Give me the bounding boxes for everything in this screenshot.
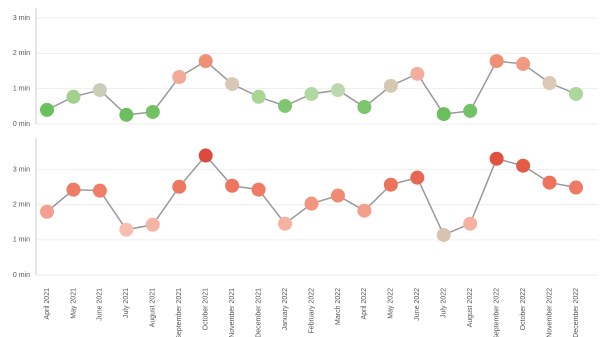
x-tick-label: September 2022 <box>493 288 500 337</box>
x-tick-label: May 2021 <box>70 288 77 319</box>
data-point <box>410 66 425 81</box>
data-point <box>198 54 213 69</box>
data-point <box>516 56 531 71</box>
x-tick-label: October 2021 <box>203 288 210 331</box>
data-point <box>489 54 504 69</box>
x-tick-label: August 2021 <box>150 288 157 327</box>
data-point <box>172 70 187 85</box>
data-point <box>569 86 583 101</box>
data-point <box>278 98 293 113</box>
data-point <box>463 216 478 231</box>
data-point <box>463 103 478 118</box>
data-point <box>145 217 160 232</box>
data-point <box>119 107 134 122</box>
data-point <box>66 182 81 197</box>
x-tick-label: April 2021 <box>44 288 51 320</box>
data-point <box>330 83 345 98</box>
x-tick-label: April 2022 <box>361 288 368 320</box>
data-point <box>251 182 266 197</box>
x-tick-label: December 2022 <box>573 288 580 337</box>
data-point <box>383 78 398 93</box>
y-tick-label: 1 min <box>13 86 30 93</box>
data-point <box>198 148 213 163</box>
data-point <box>40 102 54 117</box>
data-point <box>92 183 107 198</box>
data-point <box>436 107 451 122</box>
data-point <box>516 158 531 173</box>
y-tick-label: 0 min <box>13 121 30 128</box>
x-tick-label: September 2021 <box>176 288 183 337</box>
data-point <box>304 196 319 211</box>
data-point <box>40 204 54 219</box>
x-tick-label: July 2021 <box>123 288 130 318</box>
x-tick-label: February 2022 <box>308 288 315 334</box>
x-tick-label: November 2022 <box>546 288 553 337</box>
y-tick-label: 1 min <box>13 237 30 244</box>
x-tick-label: December 2021 <box>255 288 262 337</box>
x-tick-label: January 2022 <box>282 288 289 331</box>
x-tick-label: June 2022 <box>414 288 421 321</box>
data-point <box>410 170 425 185</box>
y-tick-label: 2 min <box>13 50 30 57</box>
x-tick-label: August 2022 <box>467 288 474 327</box>
data-point <box>304 86 319 101</box>
data-point <box>225 77 240 92</box>
data-point <box>542 76 557 91</box>
data-point <box>383 177 398 192</box>
data-point <box>92 83 107 98</box>
data-point <box>357 100 372 115</box>
y-tick-label: 0 min <box>13 272 30 279</box>
x-tick-label: July 2022 <box>441 288 448 318</box>
y-tick-label: 2 min <box>13 202 30 209</box>
x-tick-label: June 2021 <box>97 288 104 321</box>
x-tick-label: March 2022 <box>335 288 342 325</box>
data-point <box>172 179 187 194</box>
data-point <box>251 89 266 104</box>
data-point <box>436 227 451 242</box>
data-point <box>225 178 240 193</box>
data-point <box>489 151 504 166</box>
data-point <box>278 216 293 231</box>
data-point <box>66 89 81 104</box>
data-point <box>357 203 372 218</box>
data-point <box>119 222 134 237</box>
y-tick-label: 3 min <box>13 15 30 22</box>
data-point <box>145 104 160 119</box>
x-tick-label: October 2022 <box>520 288 527 331</box>
data-point <box>542 175 557 190</box>
data-point <box>569 180 583 195</box>
x-tick-label: May 2022 <box>388 288 395 319</box>
data-point <box>330 188 345 203</box>
x-tick-label: November 2021 <box>229 288 236 337</box>
y-tick-label: 3 min <box>13 166 30 173</box>
